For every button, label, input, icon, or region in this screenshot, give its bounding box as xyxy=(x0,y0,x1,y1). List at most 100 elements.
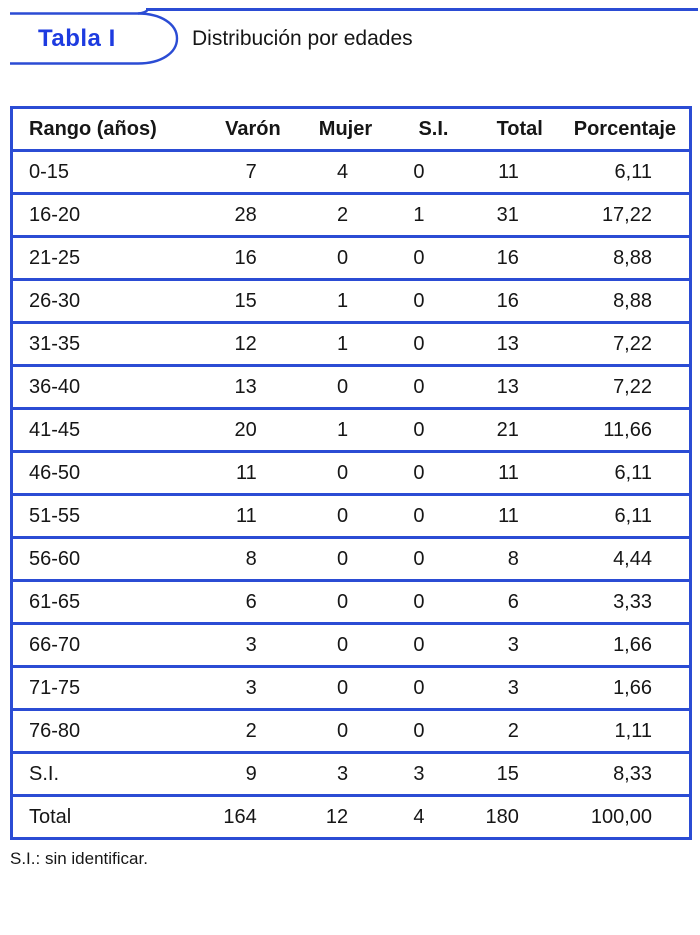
table-row: 16-20 28 2 1 31 17,22 xyxy=(11,193,691,237)
value-cell: 0 xyxy=(337,547,349,570)
value-cell: 15 xyxy=(234,289,257,312)
value-cell: 0 xyxy=(337,676,349,699)
table-row: 36-40 13 0 0 13 7,22 xyxy=(11,365,691,409)
badge-connector-curve xyxy=(137,8,149,15)
value-cell: 0 xyxy=(337,719,349,742)
value-cell: 0 xyxy=(413,418,425,441)
value-cell: 1 xyxy=(337,418,349,441)
value-cell: 11 xyxy=(498,160,519,183)
value-cell: 1,11 xyxy=(614,719,652,742)
table-row: 51-55 11 0 0 11 6,11 xyxy=(11,494,691,538)
value-cell: 12 xyxy=(325,805,349,828)
value-cell: 3 xyxy=(337,762,349,785)
row-label-cell: 76-80 xyxy=(29,719,81,742)
value-cell: 9 xyxy=(245,762,257,785)
value-cell: 0 xyxy=(337,375,349,398)
value-cell: 0 xyxy=(413,633,425,656)
table-row: 46-50 11 0 0 11 6,11 xyxy=(11,451,691,495)
row-label-cell: 21-25 xyxy=(29,246,81,269)
value-cell: 12 xyxy=(234,332,257,355)
value-cell: 16 xyxy=(496,289,519,312)
age-distribution-table: Rango (años) Varón Mujer S.I. Total Porc… xyxy=(10,106,692,840)
value-cell: 0 xyxy=(413,375,425,398)
value-cell: 6 xyxy=(245,590,257,613)
column-header-total: Total xyxy=(496,117,543,140)
value-cell: 0 xyxy=(337,633,349,656)
row-label-cell: 56-60 xyxy=(29,547,81,570)
value-cell: 8 xyxy=(245,547,257,570)
value-cell: 2 xyxy=(245,719,257,742)
table-badge-label: Tabla I xyxy=(38,25,116,52)
table-row: Total 164 12 4 180 100,00 xyxy=(11,795,691,839)
badge-outline-shape xyxy=(10,12,179,65)
value-cell: 13 xyxy=(496,375,519,398)
value-cell: 6,11 xyxy=(614,461,652,484)
table-row: 71-75 3 0 0 3 1,66 xyxy=(11,666,691,710)
value-cell: 21 xyxy=(496,418,519,441)
value-cell: 1 xyxy=(413,203,425,226)
value-cell: 7,22 xyxy=(613,375,652,398)
value-cell: 100,00 xyxy=(590,805,652,828)
value-cell: 3 xyxy=(507,676,519,699)
row-label-cell: 41-45 xyxy=(29,418,81,441)
value-cell: 20 xyxy=(234,418,257,441)
value-cell: 3,33 xyxy=(613,590,652,613)
value-cell: 11,66 xyxy=(603,418,652,441)
value-cell: 3 xyxy=(245,633,257,656)
value-cell: 3 xyxy=(413,762,425,785)
row-label-cell: 71-75 xyxy=(29,676,81,699)
value-cell: 3 xyxy=(245,676,257,699)
value-cell: 0 xyxy=(413,332,425,355)
value-cell: 6,11 xyxy=(614,160,652,183)
row-label-cell: 36-40 xyxy=(29,375,81,398)
value-cell: 17,22 xyxy=(601,203,652,226)
row-label-cell: 51-55 xyxy=(29,504,81,527)
value-cell: 2 xyxy=(337,203,349,226)
value-cell: 0 xyxy=(413,246,425,269)
row-label-cell: 16-20 xyxy=(29,203,81,226)
column-header-mujer: Mujer xyxy=(318,117,373,140)
table-caption-header: Tabla I Distribución por edades xyxy=(0,0,700,106)
value-cell: 4,44 xyxy=(613,547,652,570)
row-label-cell: 61-65 xyxy=(29,590,81,613)
value-cell: 6,11 xyxy=(614,504,652,527)
value-cell: 0 xyxy=(413,676,425,699)
value-cell: 0 xyxy=(413,289,425,312)
table-title: Distribución por edades xyxy=(192,27,413,50)
row-label-cell: S.I. xyxy=(29,762,60,785)
table-footnote: S.I.: sin identificar. xyxy=(10,849,148,868)
value-cell: 13 xyxy=(496,332,519,355)
value-cell: 8 xyxy=(507,547,519,570)
table-row: S.I. 9 3 3 15 8,33 xyxy=(11,752,691,796)
table-row: 56-60 8 0 0 8 4,44 xyxy=(11,537,691,581)
value-cell: 1 xyxy=(337,332,349,355)
column-header-rango: Rango (años) xyxy=(29,117,157,140)
value-cell: 28 xyxy=(234,203,257,226)
value-cell: 2 xyxy=(507,719,519,742)
value-cell: 16 xyxy=(234,246,257,269)
value-cell: 180 xyxy=(485,805,519,828)
header-row: Rango (años) Varón Mujer S.I. Total Porc… xyxy=(11,108,691,151)
value-cell: 15 xyxy=(496,762,519,785)
value-cell: 7 xyxy=(245,160,257,183)
table-row: 61-65 6 0 0 6 3,33 xyxy=(11,580,691,624)
table-row: 41-45 20 1 0 21 11,66 xyxy=(11,408,691,452)
row-label-cell: 46-50 xyxy=(29,461,81,484)
table-header: Rango (años) Varón Mujer S.I. Total Porc… xyxy=(11,108,691,151)
row-label-cell: 26-30 xyxy=(29,289,81,312)
value-cell: 1 xyxy=(337,289,349,312)
value-cell: 0 xyxy=(413,160,425,183)
table-row: 66-70 3 0 0 3 1,66 xyxy=(11,623,691,667)
value-cell: 1,66 xyxy=(613,676,652,699)
value-cell: 0 xyxy=(413,461,425,484)
row-label-cell: 66-70 xyxy=(29,633,81,656)
value-cell: 11 xyxy=(235,461,257,484)
table-row: 76-80 2 0 0 2 1,11 xyxy=(11,709,691,753)
value-cell: 11 xyxy=(498,504,519,527)
value-cell: 0 xyxy=(413,719,425,742)
row-label-cell: 31-35 xyxy=(29,332,81,355)
value-cell: 0 xyxy=(413,590,425,613)
value-cell: 7,22 xyxy=(613,332,652,355)
value-cell: 164 xyxy=(223,805,257,828)
column-header-porcentaje: Porcentaje xyxy=(573,117,676,140)
